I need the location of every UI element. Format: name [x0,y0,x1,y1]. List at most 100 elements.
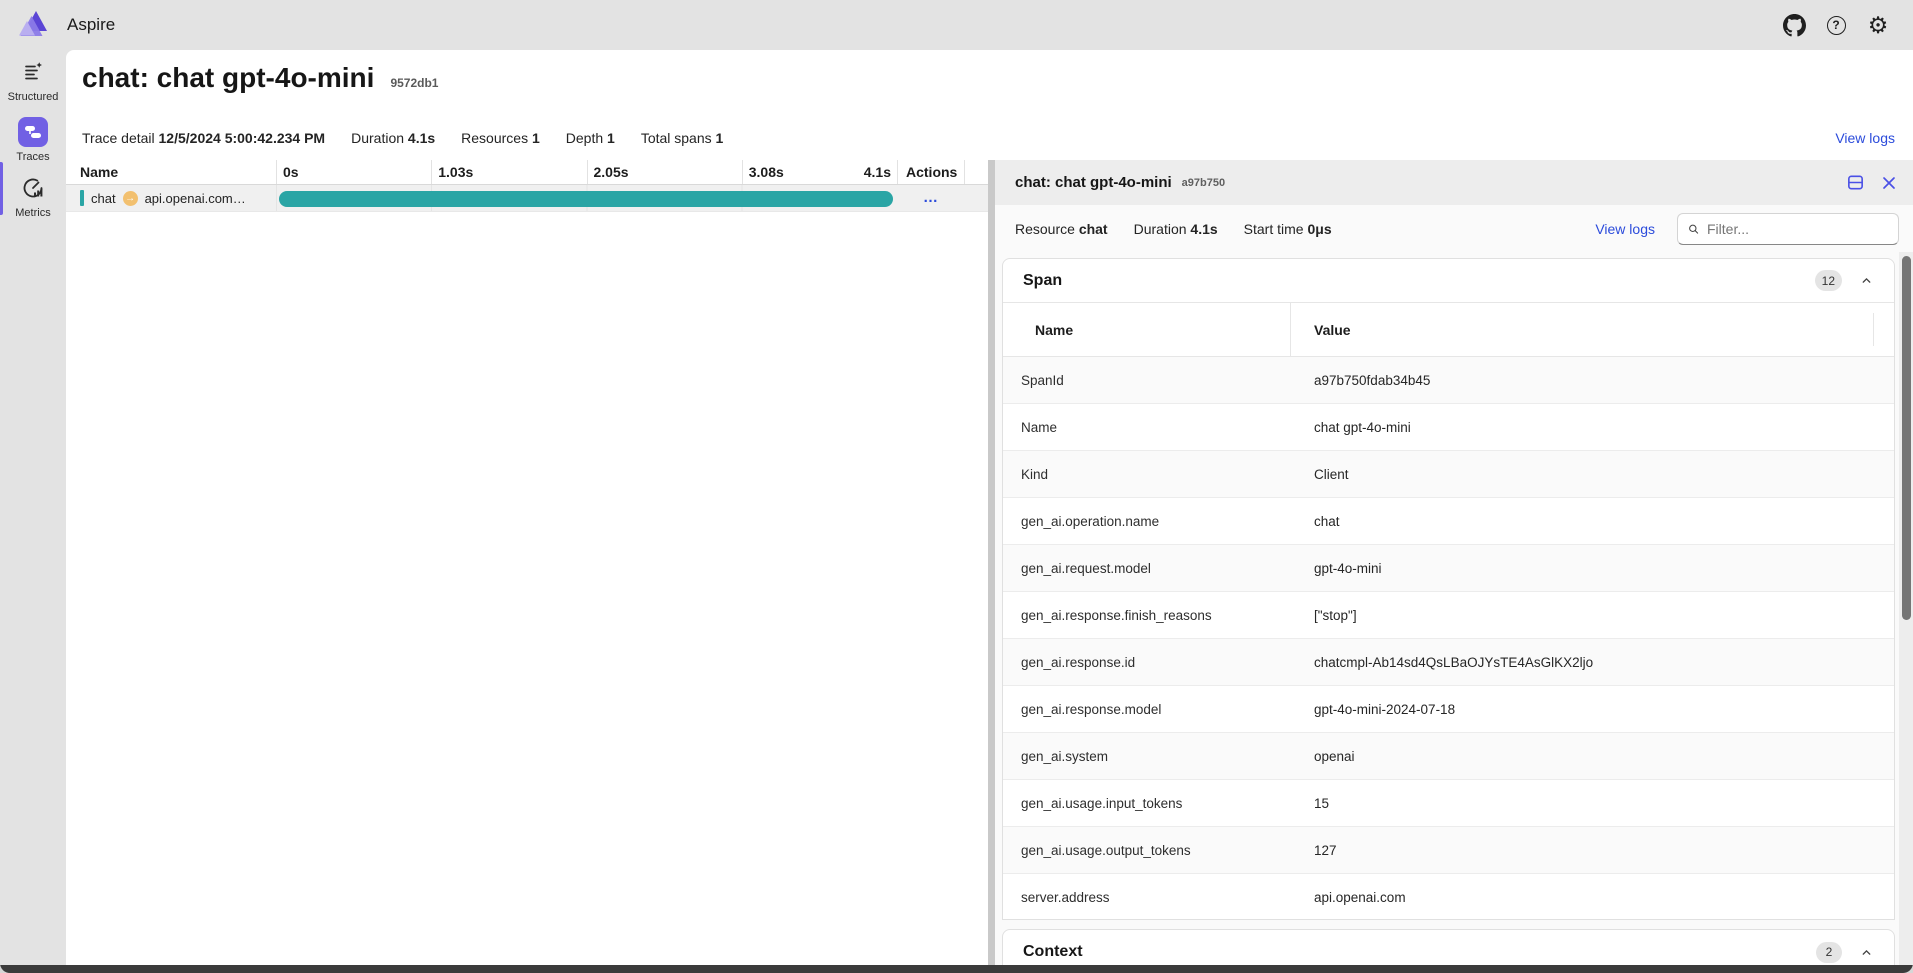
table-row[interactable]: Kind Client [1003,451,1894,498]
meta-resource: Resource chat [1015,220,1108,237]
settings-gear-icon[interactable]: ⚙ [1867,11,1889,38]
trace-depth: Depth 1 [565,130,615,146]
span-section-header[interactable]: Span 12 [1003,259,1894,303]
attribute-value: chat [1314,513,1340,529]
attribute-value: a97b750fdab34b45 [1314,372,1431,388]
attribute-value: openai [1314,748,1355,764]
page-title: chat: chat gpt-4o-mini [82,62,375,93]
trace-resources: Resources 1 [461,130,540,146]
timeline-tick: 1.03s [431,160,586,184]
table-row[interactable]: Name chat gpt-4o-mini [1003,404,1894,451]
timeline-tick: 2.05s [586,160,742,184]
attribute-value: chat gpt-4o-mini [1314,419,1411,435]
attribute-value: gpt-4o-mini [1314,560,1382,576]
traces-icon [18,117,48,147]
table-row[interactable]: gen_ai.system openai [1003,733,1894,780]
attribute-value: Client [1314,466,1349,482]
trace-duration: Duration 4.1s [351,130,436,146]
row-actions-menu-button[interactable]: … [923,189,939,206]
attribute-name: gen_ai.response.model [1021,701,1162,717]
column-header-actions: Actions [897,160,965,184]
attribute-name: gen_ai.system [1021,748,1109,764]
close-icon[interactable] [1879,173,1899,193]
view-logs-link[interactable]: View logs [1835,130,1895,146]
span-duration-bar[interactable] [279,190,893,207]
sidebar-item-label: Structured [7,91,59,103]
attribute-name: Name [1021,419,1058,435]
topbar-icon-group: ? ⚙ [1781,0,1891,50]
waterfall-header-row: Name 0s 1.03s 2.05s 3.08s 4.1s Actions [66,160,988,185]
meta-duration: Duration 4.1s [1133,220,1218,237]
details-panel-header: chat: chat gpt-4o-mini a97b750 [995,160,1913,205]
span-meta-bar: Resource chat Duration 4.1s Start time 0… [995,205,1913,252]
attribute-value: gpt-4o-mini-2024-07-18 [1314,701,1456,717]
context-section-title: Context [1023,943,1083,960]
timeline-tick: 0s [276,160,431,184]
sidebar-item-label: Traces [16,151,50,163]
attribute-name: Kind [1021,466,1049,482]
attribute-value: 127 [1314,842,1337,858]
trace-waterfall-table: Name 0s 1.03s 2.05s 3.08s 4.1s Actions c… [66,160,988,212]
span-attributes-rows: SpanId a97b750fdab34b45 Name chat gpt-4o-mi… [1003,357,1894,921]
app-title: Aspire [67,15,116,34]
search-icon [1689,224,1699,234]
chevron-up-icon[interactable] [1858,273,1874,289]
column-header-name: Name [80,164,119,180]
page-header: chat: chat gpt-4o-mini 9572db1 [82,62,438,94]
table-row[interactable]: gen_ai.response.model gpt-4o-mini-2024-07… [1003,686,1894,733]
metrics-icon [18,173,48,203]
span-name: chat [91,190,116,206]
dock-panel-icon[interactable] [1845,173,1865,193]
attribute-name: server.address [1021,890,1110,905]
sidebar-item-structured[interactable]: Structured [0,57,66,103]
vertical-scrollbar[interactable] [1899,252,1913,965]
context-count-badge: 2 [1816,941,1842,963]
span-section-title: Span [1023,271,1063,289]
span-attributes-section: Span 12 Name Value SpanId a97b750fdab34b4… [1002,258,1895,920]
attribute-name: gen_ai.response.id [1021,654,1136,670]
table-row[interactable]: gen_ai.request.model gpt-4o-mini [1003,545,1894,592]
table-row[interactable]: SpanId a97b750fdab34b45 [1003,357,1894,404]
aspire-logo-icon [15,9,49,41]
trace-id-badge: 9572db1 [390,76,439,90]
attribute-name: gen_ai.response.finish_reasons [1021,607,1212,623]
panel-view-logs-link[interactable]: View logs [1595,220,1655,237]
column-header-value: Value [1314,321,1351,338]
table-row[interactable]: gen_ai.usage.input_tokens 15 [1003,780,1894,827]
attribute-value: ["stop"] [1314,607,1357,623]
window-bottom-edge [0,965,1913,973]
attribute-name: SpanId [1021,372,1064,388]
table-row[interactable]: gen_ai.response.finish_reasons ["stop"] [1003,592,1894,639]
github-icon[interactable] [1781,12,1807,38]
datagrid-header-row: Name Value [1003,303,1894,357]
span-row[interactable]: chat → api.openai.com… … [66,185,988,212]
attribute-value: chatcmpl-Ab14sd4QsLBaOJYsTE4AsGlKX2ljo [1314,654,1594,670]
span-actions-cell: … [897,189,965,206]
table-row[interactable]: gen_ai.usage.output_tokens 127 [1003,827,1894,874]
chevron-up-icon[interactable] [1858,944,1874,960]
span-details-panel: chat: chat gpt-4o-mini a97b750 [995,160,1913,973]
table-row[interactable]: gen_ai.operation.name chat [1003,498,1894,545]
active-nav-indicator [0,162,3,215]
help-icon[interactable]: ? [1823,12,1849,38]
span-destination: api.openai.com… [144,190,246,206]
sidebar-item-traces[interactable]: Traces [0,117,66,163]
attribute-name: gen_ai.operation.name [1021,513,1160,529]
scrollbar-thumb[interactable] [1902,256,1911,620]
table-row[interactable]: gen_ai.response.id chatcmpl-Ab14sd4QsLBaO… [1003,639,1894,686]
panel-resize-handle[interactable] [988,160,995,973]
trace-detail-bar: Trace detail 12/5/2024 5:00:42.234 PM Du… [82,124,1895,152]
attribute-value: 15 [1314,795,1330,811]
outgoing-arrow-icon: → [122,190,138,206]
table-row[interactable]: server.address api.openai.com [1003,874,1894,921]
timeline-tick: 3.08s 4.1s [741,160,897,184]
attribute-name: gen_ai.usage.output_tokens [1021,842,1191,858]
span-id-badge: a97b750 [1181,176,1226,189]
filter-input[interactable] [1707,220,1888,237]
context-section-header[interactable]: Context 2 [1003,930,1894,973]
left-nav-sidebar: Structured Traces [0,50,66,965]
attribute-name: gen_ai.request.model [1021,560,1151,576]
span-color-bar [80,190,84,206]
sidebar-item-metrics[interactable]: Metrics [0,173,66,219]
top-bar: Aspire ? ⚙ [0,0,1913,50]
